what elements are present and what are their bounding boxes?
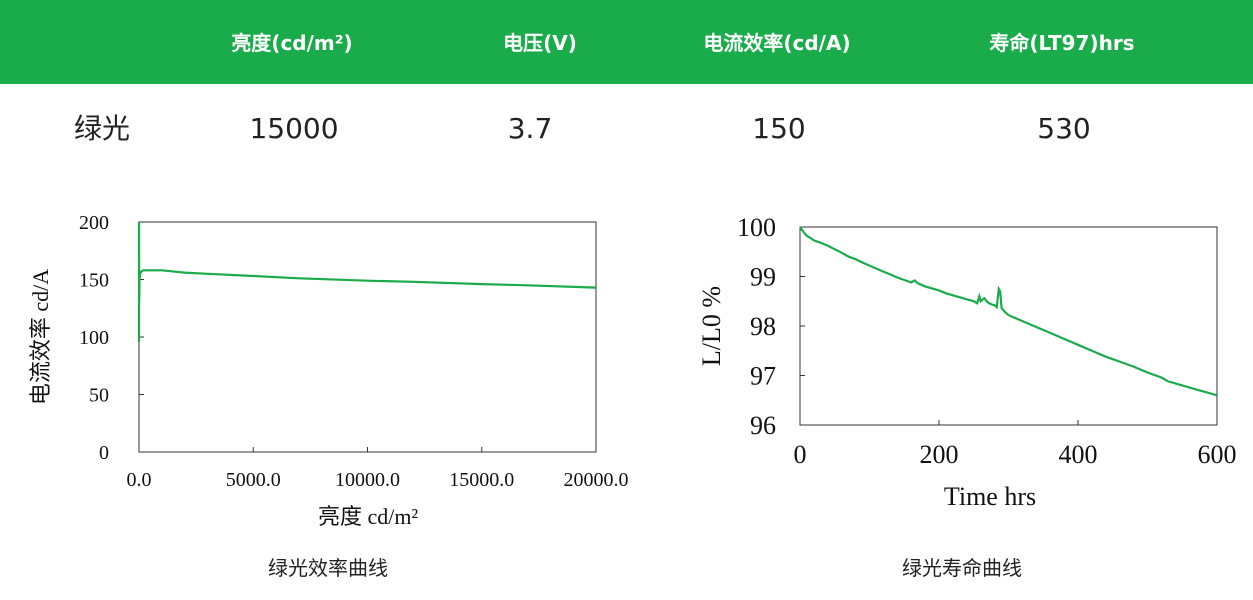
lifetime-series-line [799,226,1218,397]
y-tick-label: 97 [750,362,776,391]
y-tick-label: 96 [750,411,776,440]
header-brightness: 亮度(cd/m²) [231,31,353,55]
x-tick-label: 0.0 [127,469,152,491]
y-tick-label: 100 [79,327,109,349]
header-voltage: 电压(V) [503,31,577,55]
value-lifetime: 530 [1037,112,1091,145]
efficiency-caption: 绿光效率曲线 [268,556,388,580]
table-row: 绿光 15000 3.7 150 530 [0,84,1253,172]
lifetime-chart: 0 200 400 600 96 97 98 99 100 Time hrs L/L0 % [697,213,1237,511]
header-efficiency: 电流效率(cd/A) [703,31,851,55]
x-tick-label: 0 [794,440,807,469]
efficiency-series-line [137,221,597,342]
x-axis-label: Time hrs [944,482,1036,511]
y-axis-label: L/L0 % [697,286,726,366]
value-brightness: 15000 [249,112,339,145]
y-tick-label: 150 [79,270,109,292]
x-tick-label: 200 [920,440,959,469]
x-axis-label: 亮度 cd/m² [318,504,418,529]
y-tick-label: 50 [89,385,109,407]
y-tick-label: 100 [737,213,776,242]
x-tick-label: 10000.0 [335,469,400,491]
plot-frame [799,226,1218,426]
value-voltage: 3.7 [507,112,553,145]
x-tick-label: 400 [1059,440,1098,469]
y-tick-label: 99 [750,263,776,292]
x-tick-label: 20000.0 [564,469,629,491]
table-header: 亮度(cd/m²) 电压(V) 电流效率(cd/A) 寿命(LT97)hrs [0,0,1253,84]
x-tick-label: 5000.0 [226,469,281,491]
header-lifetime: 寿命(LT97)hrs [989,31,1135,55]
y-axis-label: 电流效率 cd/A [28,269,53,405]
y-tick-label: 200 [79,212,109,234]
y-tick-label: 0 [99,442,109,464]
row-name: 绿光 [74,112,131,145]
y-tick-label: 98 [750,312,776,341]
lifetime-caption: 绿光寿命曲线 [902,556,1022,580]
value-efficiency: 150 [752,112,806,145]
x-tick-label: 15000.0 [449,469,514,491]
efficiency-chart: 0.0 5000.0 10000.0 15000.0 20000.0 0 50 100 150… [28,212,629,529]
x-tick-label: 600 [1198,440,1237,469]
plot-frame [138,221,597,453]
